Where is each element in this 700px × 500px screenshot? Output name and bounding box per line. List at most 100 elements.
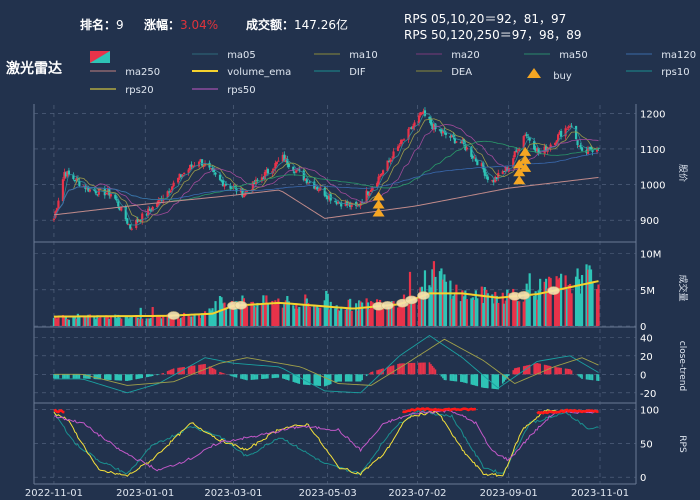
trend-bar [452, 374, 455, 382]
volume-bar [444, 281, 448, 326]
candle-body [522, 136, 525, 148]
candle-body [180, 174, 183, 178]
volume-bar [497, 302, 500, 326]
volume-bar [585, 264, 588, 326]
trend-bar [298, 374, 301, 384]
trend-bar [536, 362, 538, 375]
candle-body [464, 144, 467, 150]
volume-bar [474, 290, 477, 326]
trend-bar [430, 364, 432, 375]
trend-bar [78, 374, 81, 379]
trend-bar [335, 374, 338, 383]
x-tick-label: 2023-11-01 [571, 488, 629, 499]
candle-body [422, 111, 425, 114]
trend-bar [475, 374, 477, 386]
trend-bar [377, 369, 380, 375]
legend-swatch [192, 70, 218, 72]
trend-bar [243, 374, 245, 380]
candle-body [78, 181, 81, 186]
candle-body [459, 142, 462, 144]
candle-body [401, 139, 404, 141]
volume-bar [501, 292, 504, 326]
rank-stat: 排名：9 [80, 16, 124, 33]
volume-bar [370, 301, 373, 326]
volume-bar [527, 289, 530, 326]
candle-body [476, 160, 479, 166]
volume-bar [441, 279, 445, 326]
candle-body [486, 176, 489, 180]
volume-bar [208, 308, 211, 326]
volume-bar [579, 293, 582, 326]
candle-body [183, 173, 186, 175]
candle-body [410, 127, 413, 129]
trend-bar [518, 367, 521, 375]
volume-bar [75, 318, 78, 326]
candle-body [61, 179, 65, 202]
candle-body [197, 161, 201, 167]
trend-bar [151, 374, 154, 377]
candle-body [429, 118, 433, 125]
trend-bar [349, 374, 351, 382]
candle-body [316, 186, 319, 190]
legend-item-ma05: ma05 [192, 50, 256, 61]
candle-body [293, 171, 296, 173]
legend-label: rps50 [227, 85, 256, 96]
ma120-line [53, 152, 599, 219]
candle-body [513, 151, 516, 158]
volume-bar [349, 298, 352, 326]
volume-bar [150, 317, 153, 326]
volume-bar [375, 299, 379, 326]
volume-bar [129, 317, 132, 326]
candle-body [256, 179, 259, 181]
volume-bar [464, 290, 467, 326]
candle-body [136, 219, 139, 222]
buy-marker [372, 199, 385, 209]
trend-bar [319, 374, 322, 386]
candle-body [67, 170, 71, 175]
volume-bar [574, 276, 578, 326]
volume-bar [486, 293, 489, 326]
volume-bar [78, 316, 81, 326]
volume-bar [431, 269, 434, 326]
volume-bar [275, 302, 278, 326]
legend-item-ma10: ma10 [314, 50, 378, 61]
trend-bar [211, 367, 214, 375]
trend-bar [503, 374, 506, 382]
candle-body [166, 191, 169, 198]
volume-bar [407, 304, 410, 326]
volume-bar [470, 298, 473, 326]
buy-marker [372, 207, 385, 217]
candle-body [148, 209, 151, 211]
candle-body [292, 166, 295, 171]
volume-bar [190, 316, 193, 326]
rps20-line [53, 409, 599, 477]
candle-body [595, 148, 599, 152]
legend-label: ma20 [451, 50, 480, 61]
rps-strong-segment [536, 408, 599, 415]
candle-body [124, 206, 127, 220]
volume-bar [61, 315, 65, 326]
volume-bar [67, 319, 71, 326]
candle-body [365, 190, 368, 203]
volume-bar [340, 307, 343, 326]
volume-tick-label: 0 [640, 322, 646, 333]
rank-label: 排名： [80, 18, 117, 32]
trend-bar [208, 366, 211, 375]
trend-bar [145, 374, 148, 378]
volume-bar [429, 287, 433, 326]
trend-bar [107, 374, 109, 380]
volume-bar [492, 303, 495, 326]
volume-bar [465, 299, 468, 326]
trend-bar [231, 374, 233, 377]
trend-bar [376, 370, 378, 375]
candle-body [281, 154, 284, 162]
volume-bar [180, 317, 183, 326]
volume-bar [200, 313, 204, 326]
buy-marker [513, 167, 526, 177]
trend-bar [304, 374, 307, 385]
volume-bar [557, 279, 560, 326]
trend-bar [361, 374, 363, 381]
trend-bar [596, 374, 598, 381]
trend-bar [597, 374, 600, 381]
